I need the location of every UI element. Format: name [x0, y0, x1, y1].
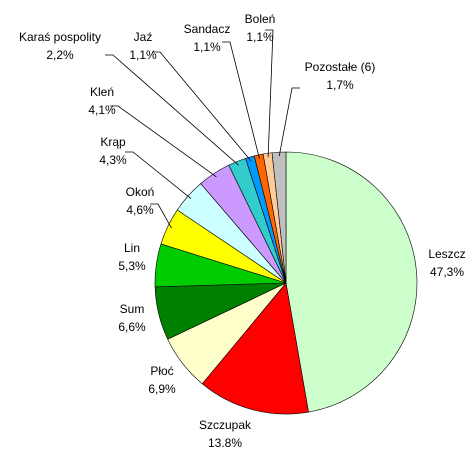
slice-value-label: 13.8%	[208, 436, 242, 450]
slice-value-label: 5,3%	[118, 259, 146, 273]
slice-label: Karaś pospolity	[19, 30, 101, 44]
pie-slice	[271, 151, 287, 284]
slice-label: Okoń	[126, 185, 155, 199]
leader-line	[152, 51, 252, 162]
slice-label: Lin	[124, 241, 140, 255]
slice-value-label: 2,2%	[46, 48, 74, 62]
pie-slice	[285, 151, 418, 413]
slice-label: Sum	[120, 302, 145, 316]
slice-label: Płoć	[150, 364, 173, 378]
slice-label: Jaź	[134, 30, 153, 44]
slice-value-label: 4,6%	[126, 203, 154, 217]
leader-line	[265, 29, 274, 158]
slice-value-label: 4,1%	[88, 103, 116, 117]
slice-value-label: 47,3%	[430, 265, 464, 279]
leader-line	[222, 41, 260, 159]
slice-value-label: 1,1%	[246, 30, 274, 44]
slice-value-label: 1,7%	[326, 78, 354, 92]
leader-line	[125, 151, 192, 199]
slice-value-label: 6,6%	[118, 320, 146, 334]
leader-line	[105, 54, 239, 166]
slice-label: Boleń	[245, 12, 276, 26]
leader-line	[150, 203, 172, 229]
slice-label: Pozostałe (6)	[305, 60, 376, 74]
slice-label: Kleń	[90, 85, 114, 99]
pie-slice	[201, 282, 309, 415]
leader-line	[110, 105, 217, 178]
slice-label: Szczupak	[199, 418, 252, 432]
slice-value-label: 1,1%	[193, 40, 221, 54]
slice-label: Sandacz	[184, 22, 231, 36]
slice-value-label: 1,1%	[129, 48, 157, 62]
slice-label: Leszcz	[428, 247, 465, 261]
slice-label: Krąp	[100, 135, 126, 149]
leader-line	[278, 87, 300, 157]
slice-value-label: 4,3%	[99, 153, 127, 167]
slice-value-label: 6,9%	[148, 382, 176, 396]
